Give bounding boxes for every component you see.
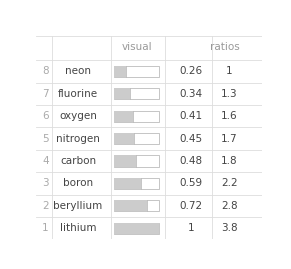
Text: fluorine: fluorine (58, 89, 98, 99)
Text: 1.7: 1.7 (221, 134, 237, 144)
Text: 0.34: 0.34 (179, 89, 203, 99)
Bar (114, 66, 126, 77)
Text: 0.59: 0.59 (179, 178, 203, 188)
Text: 8: 8 (42, 66, 49, 76)
Bar (114, 200, 147, 211)
Text: 1.3: 1.3 (221, 89, 237, 99)
Text: 0.26: 0.26 (179, 66, 203, 76)
Bar (114, 178, 141, 189)
Text: 0.41: 0.41 (179, 111, 203, 121)
Text: oxygen: oxygen (59, 111, 97, 121)
Bar (114, 133, 159, 144)
Text: visual: visual (121, 42, 152, 52)
Text: 2.8: 2.8 (221, 201, 237, 211)
Text: 1.8: 1.8 (221, 156, 237, 166)
Text: 2: 2 (42, 201, 49, 211)
Text: 3: 3 (42, 178, 49, 188)
Text: 1: 1 (226, 66, 233, 76)
Text: ratios: ratios (210, 42, 239, 52)
Bar (114, 133, 134, 144)
Bar (114, 223, 159, 234)
Bar (114, 88, 129, 100)
Text: 6: 6 (42, 111, 49, 121)
Bar (114, 155, 136, 167)
Text: 3.8: 3.8 (221, 223, 237, 233)
Bar (114, 200, 159, 211)
Text: beryllium: beryllium (54, 201, 103, 211)
Bar (114, 111, 133, 122)
Bar (114, 111, 159, 122)
Bar (114, 88, 159, 100)
Text: 4: 4 (42, 156, 49, 166)
Bar (114, 223, 159, 234)
Text: 1.6: 1.6 (221, 111, 237, 121)
Text: 2.2: 2.2 (221, 178, 237, 188)
Bar (114, 66, 159, 77)
Text: 0.72: 0.72 (179, 201, 203, 211)
Text: neon: neon (65, 66, 91, 76)
Text: 7: 7 (42, 89, 49, 99)
Text: boron: boron (63, 178, 93, 188)
Text: carbon: carbon (60, 156, 96, 166)
Text: 5: 5 (42, 134, 49, 144)
Text: 0.45: 0.45 (179, 134, 203, 144)
Text: 1: 1 (187, 223, 194, 233)
Text: 0.48: 0.48 (179, 156, 203, 166)
Text: lithium: lithium (60, 223, 96, 233)
Text: nitrogen: nitrogen (56, 134, 100, 144)
Bar (114, 178, 159, 189)
Bar (114, 155, 159, 167)
Text: 1: 1 (42, 223, 49, 233)
